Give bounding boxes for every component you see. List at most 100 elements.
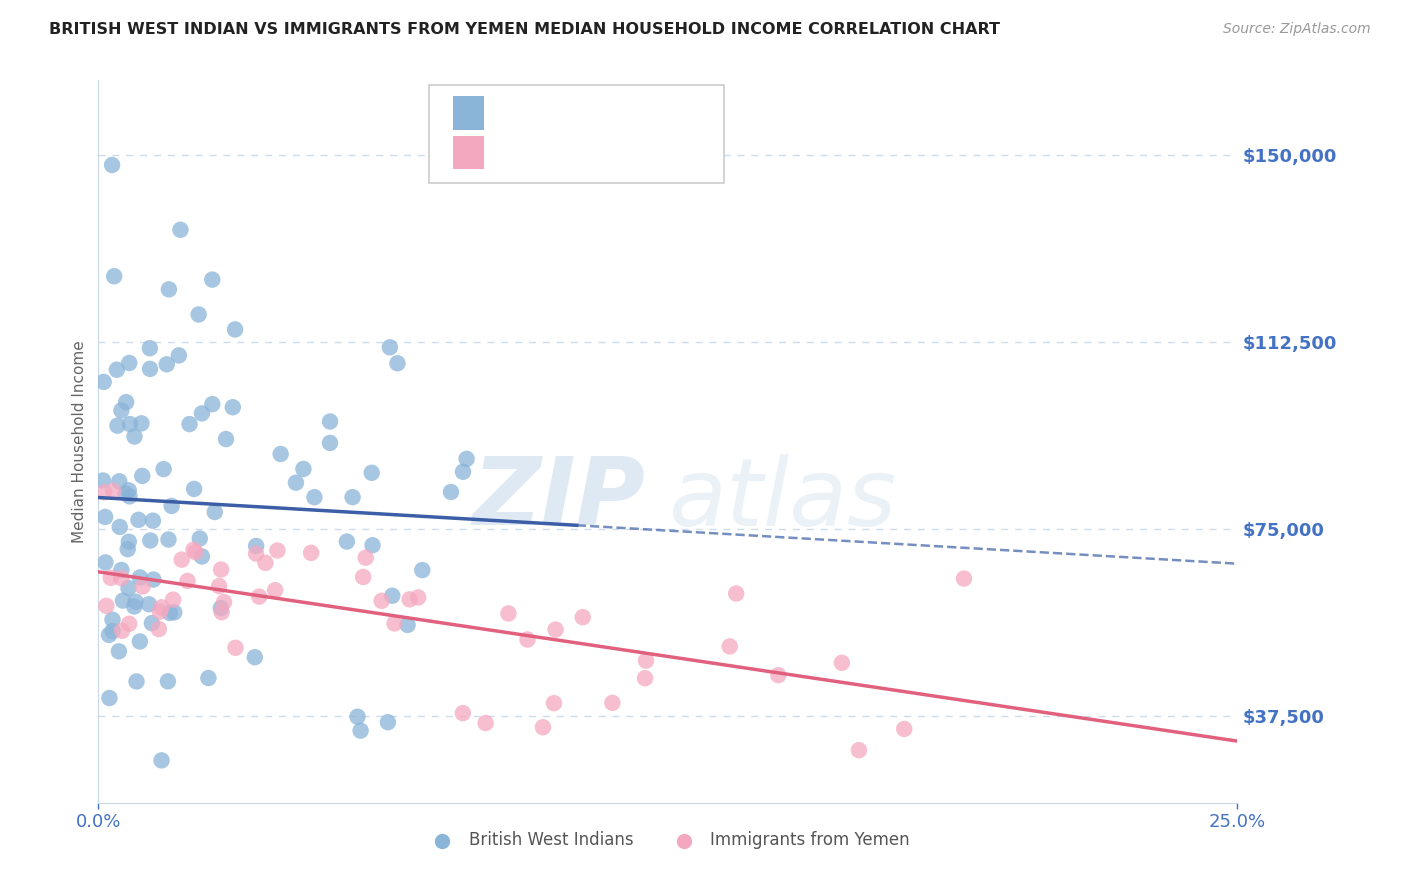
Point [245, 539, 267, 553]
Point [893, 722, 915, 736]
Point [396, 618, 419, 632]
Point [398, 592, 420, 607]
Point [319, 436, 342, 450]
Point [183, 482, 205, 496]
Point [516, 632, 538, 647]
Point [125, 674, 148, 689]
Legend: British West Indians, Immigrants from Yemen: British West Indians, Immigrants from Ye… [419, 824, 917, 856]
Point [222, 401, 245, 415]
Point [118, 534, 141, 549]
Point [118, 489, 141, 503]
Point [346, 709, 368, 723]
Text: R =: R = [492, 144, 529, 161]
Point [118, 356, 141, 370]
Point [188, 532, 211, 546]
Point [100, 571, 122, 585]
Point [142, 573, 165, 587]
Point [96, 599, 118, 613]
Point [211, 605, 233, 619]
Point [209, 601, 232, 615]
Point [264, 583, 287, 598]
Point [122, 599, 145, 614]
Point [156, 357, 179, 371]
Point [98, 691, 121, 706]
Point [124, 595, 146, 609]
Point [451, 465, 474, 479]
Point [183, 542, 205, 557]
Point [768, 668, 790, 682]
Point [163, 606, 186, 620]
Point [634, 671, 657, 685]
Point [141, 616, 163, 631]
Point [381, 589, 404, 603]
Point [118, 616, 141, 631]
Point [110, 403, 132, 417]
Point [299, 546, 322, 560]
Point [167, 348, 190, 362]
Point [571, 610, 593, 624]
Point [215, 432, 238, 446]
Point [115, 395, 138, 409]
Point [531, 720, 554, 734]
Point [138, 597, 160, 611]
Point [440, 485, 463, 500]
Point [384, 616, 406, 631]
Point [831, 656, 853, 670]
Point [354, 550, 377, 565]
Point [150, 600, 173, 615]
Point [117, 581, 139, 595]
Point [209, 563, 232, 577]
Point [725, 586, 748, 600]
Point [191, 406, 214, 420]
Text: N =: N = [603, 144, 640, 161]
Point [243, 650, 266, 665]
Point [101, 158, 124, 172]
Point [634, 654, 657, 668]
Point [352, 570, 374, 584]
Point [101, 624, 124, 638]
Point [361, 538, 384, 552]
Text: BRITISH WEST INDIAN VS IMMIGRANTS FROM YEMEN MEDIAN HOUSEHOLD INCOME CORRELATION: BRITISH WEST INDIAN VS IMMIGRANTS FROM Y… [49, 22, 1000, 37]
Point [319, 415, 342, 429]
Point [498, 607, 520, 621]
Point [156, 674, 179, 689]
Point [114, 486, 136, 500]
Point [208, 579, 231, 593]
Point [131, 417, 153, 431]
Point [127, 513, 149, 527]
Point [292, 462, 315, 476]
Point [93, 375, 115, 389]
Point [197, 671, 219, 685]
Point [148, 622, 170, 636]
Point [118, 417, 141, 431]
Point [370, 594, 392, 608]
Point [93, 485, 115, 500]
Point [170, 552, 193, 566]
Point [131, 580, 153, 594]
Point [159, 606, 181, 620]
Point [406, 591, 429, 605]
Point [245, 547, 267, 561]
Point [266, 543, 288, 558]
Point [284, 475, 307, 490]
Point [191, 549, 214, 564]
Text: 91: 91 [640, 104, 662, 122]
Point [543, 696, 565, 710]
Text: N =: N = [603, 104, 640, 122]
Point [149, 605, 172, 619]
Point [169, 223, 191, 237]
Point [117, 542, 139, 557]
Point [103, 269, 125, 284]
Text: -0.349: -0.349 [533, 144, 592, 161]
Point [602, 696, 624, 710]
Point [94, 555, 117, 569]
Point [108, 475, 131, 489]
Point [160, 499, 183, 513]
Point [111, 624, 134, 638]
Point [718, 640, 741, 654]
Point [456, 451, 478, 466]
Point [110, 571, 132, 585]
Point [451, 706, 474, 720]
Point [304, 490, 326, 504]
Point [111, 593, 134, 607]
